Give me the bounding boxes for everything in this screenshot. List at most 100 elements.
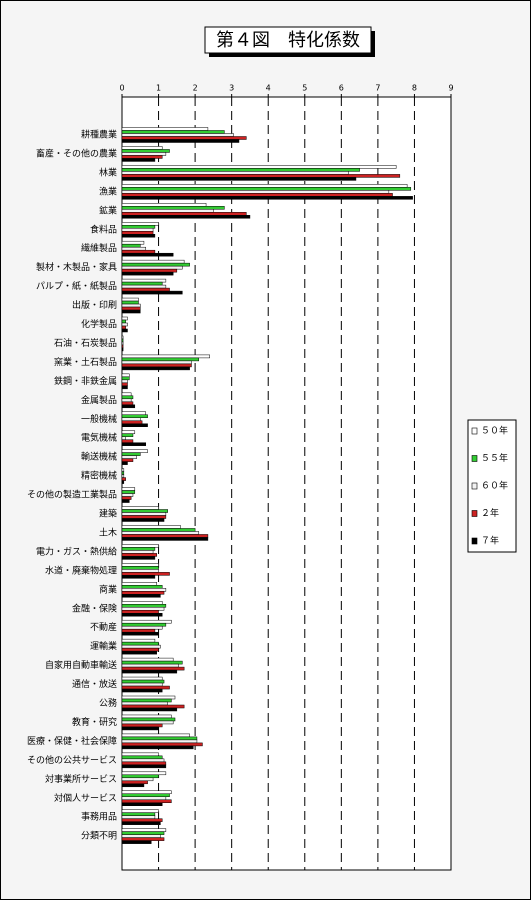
bar [121, 534, 209, 538]
y-tick-label: 金融・保険 [72, 602, 117, 614]
bar [121, 174, 401, 178]
bar [121, 745, 194, 750]
bar [121, 525, 181, 529]
bar [121, 736, 198, 741]
title-box [204, 26, 372, 54]
y-tick-label: 建築 [99, 508, 117, 520]
bar [121, 493, 134, 497]
bar [121, 625, 163, 630]
bar [121, 420, 143, 424]
bar [121, 382, 128, 387]
bar [121, 704, 185, 709]
bar [121, 127, 209, 131]
bar [121, 650, 157, 655]
bar [121, 499, 130, 503]
y-tick-label: 窯業・土石製品 [54, 356, 117, 368]
bar [121, 243, 141, 248]
bar [121, 777, 154, 782]
bar [121, 679, 165, 684]
bar [121, 613, 163, 617]
bar [121, 449, 148, 453]
bar [121, 666, 185, 671]
bar [121, 764, 167, 769]
bar [121, 742, 203, 747]
bar [121, 468, 125, 472]
bar [121, 284, 167, 289]
bar [121, 259, 185, 264]
y-tick-label: 繊維製品 [81, 242, 117, 254]
bar [121, 325, 126, 330]
bar [121, 714, 172, 719]
bar [121, 575, 156, 579]
bar [121, 550, 154, 554]
bar [121, 322, 128, 327]
bar [121, 828, 167, 832]
bar [121, 771, 167, 776]
y-tick-label: 石油・石炭製品 [54, 337, 117, 349]
bar [121, 366, 190, 371]
bar [121, 290, 183, 295]
bar [121, 758, 165, 763]
bar [121, 487, 136, 491]
bar [121, 414, 148, 418]
bar [121, 547, 156, 551]
y-tick-label: 畜産・その他の農業 [36, 147, 117, 159]
y-tick-label: 金属製品 [81, 394, 117, 406]
bar [121, 319, 126, 324]
bar [121, 644, 161, 649]
bar [121, 187, 412, 191]
bar [121, 171, 349, 175]
y-tick-label: 水道・廃棄物処理 [45, 564, 117, 576]
bar [121, 433, 134, 437]
bar [121, 515, 167, 519]
bar [121, 246, 147, 251]
x-tick-label: 2 [193, 84, 198, 93]
bar [121, 297, 139, 302]
legend-label: ５０年 [481, 425, 508, 437]
bar [121, 190, 390, 194]
bar [121, 682, 163, 687]
bar [121, 278, 167, 283]
legend-label: ６０年 [481, 480, 508, 492]
bar [121, 585, 163, 589]
bar [121, 720, 174, 725]
bar [121, 335, 124, 340]
bar [121, 363, 192, 368]
y-tick-label: 出版・印刷 [72, 299, 117, 311]
bar [121, 158, 156, 162]
legend-swatch [471, 455, 478, 462]
bar [121, 265, 183, 270]
bar [121, 604, 167, 608]
bar [121, 395, 134, 400]
y-tick-label: 教育・研究 [72, 716, 117, 728]
bar [121, 222, 159, 226]
bar [121, 215, 251, 219]
bar [121, 831, 165, 835]
bar [121, 203, 207, 207]
bar [121, 376, 130, 381]
bar [121, 373, 130, 378]
legend-label: ２年 [481, 507, 499, 519]
bar [121, 834, 161, 838]
bar [121, 184, 408, 188]
bar [121, 676, 163, 681]
bar [121, 458, 134, 462]
y-tick-label: 林業 [99, 166, 117, 178]
y-tick-label: 漁業 [99, 185, 117, 197]
bar [121, 628, 156, 633]
bar [121, 206, 225, 210]
bar [121, 685, 170, 690]
bar [121, 212, 247, 216]
y-tick-label: 対個人サービス [54, 792, 117, 804]
bar [121, 442, 147, 446]
bar [121, 688, 163, 693]
bar [121, 717, 176, 722]
y-tick-label: 商業 [99, 583, 117, 595]
bar [121, 610, 159, 614]
bar [121, 638, 156, 643]
bar [121, 249, 156, 254]
bar [121, 287, 170, 292]
bar [121, 726, 159, 731]
bar [121, 401, 134, 406]
bar [121, 793, 170, 797]
